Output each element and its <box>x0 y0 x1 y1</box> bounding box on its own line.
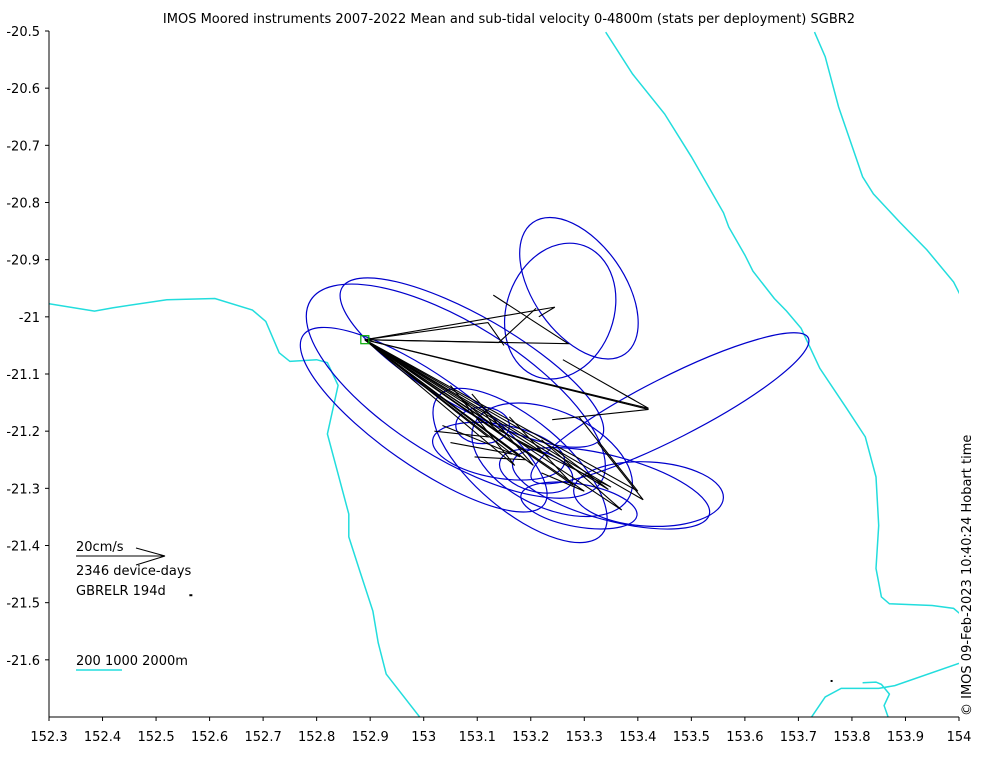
isobath-200m <box>49 297 421 717</box>
mooring-marker <box>360 335 370 345</box>
plot-area <box>49 31 959 717</box>
y-tick-label: -21.6 <box>6 654 40 669</box>
x-tick-label: 153 <box>411 730 436 745</box>
velocity-vector <box>364 339 612 488</box>
x-tick-label: 152.3 <box>30 730 67 745</box>
variance-ellipse <box>573 461 724 527</box>
velocity-vector <box>364 339 649 421</box>
x-tick-label: 152.5 <box>137 730 174 745</box>
x-tick-label: 152.4 <box>84 730 121 745</box>
isobath-1000m-b <box>810 662 959 717</box>
axes: 152.3 152.4 152.5 152.6 152.7 152.8 152.9 153 15… <box>6 25 971 745</box>
legend-isobaths-label: 200 1000 2000m <box>76 654 188 669</box>
x-tick-label: 153.5 <box>673 730 710 745</box>
isobath-1000m <box>605 31 959 614</box>
y-tick-label: -21.4 <box>6 540 40 555</box>
velocity-vector <box>364 339 516 466</box>
x-tick-label: 152.9 <box>352 730 389 745</box>
velocity-vector <box>364 339 649 409</box>
x-tick-label: 153.4 <box>619 730 656 745</box>
variance-ellipse <box>503 242 617 380</box>
y-tick-label: -21.1 <box>6 368 40 383</box>
x-tick-label: 153.8 <box>833 730 870 745</box>
velocity-vector <box>364 339 494 426</box>
side-label: © IMOS 09-Feb-2023 10:40:24 Hobart time <box>960 435 975 716</box>
legend-mooring: GBRELR 194d <box>76 584 166 599</box>
x-tick-label: 152.7 <box>245 730 282 745</box>
variance-ellipse <box>511 447 711 530</box>
y-tick-label: -20.7 <box>6 139 40 154</box>
y-tick-label: -21 <box>19 311 40 326</box>
legend-device-days: 2346 device-days <box>76 564 192 579</box>
legend-mooring-marker <box>189 594 193 597</box>
variance-ellipse <box>471 402 634 518</box>
variance-ellipse <box>530 332 810 485</box>
x-tick-label: 153.1 <box>459 730 496 745</box>
velocity-vector <box>364 339 550 458</box>
x-tick-label: 152.6 <box>191 730 228 745</box>
y-tick-label: -20.6 <box>6 82 40 97</box>
y-tick-label: -20.8 <box>6 197 40 212</box>
plot-layer <box>49 31 959 717</box>
legend: 20cm/s 2346 device-days GBRELR 194d 200 … <box>76 540 192 671</box>
velocity-vector <box>364 306 556 341</box>
y-tick-label: -21.3 <box>6 482 40 497</box>
x-tick-label: 153.6 <box>726 730 763 745</box>
x-tick-label: 153.2 <box>512 730 549 745</box>
velocity-vector <box>364 339 639 492</box>
velocity-vector <box>364 339 644 501</box>
velocity-vector <box>364 339 609 490</box>
small-mark <box>830 679 833 682</box>
x-tick-label: 153.7 <box>780 730 817 745</box>
x-tick-label: 153.3 <box>566 730 603 745</box>
isobath-2000m <box>813 31 959 295</box>
chart-title: IMOS Moored instruments 2007-2022 Mean a… <box>163 12 855 27</box>
velocity-vector <box>364 339 502 435</box>
y-tick-label: -21.2 <box>6 425 40 440</box>
velocity-vector <box>364 294 571 345</box>
y-tick-label: -20.9 <box>6 254 40 269</box>
variance-ellipse <box>299 326 548 513</box>
velocity-vector <box>364 321 505 346</box>
isobath-2000m-b <box>862 681 891 717</box>
y-tick-label: -20.5 <box>6 25 40 40</box>
x-tick-label: 154 <box>947 730 972 745</box>
legend-scale-label: 20cm/s <box>76 540 124 555</box>
velocity-vector <box>364 339 528 461</box>
legend-scale-arrow <box>76 547 166 566</box>
velocity-vector <box>364 339 513 455</box>
x-tick-label: 153.9 <box>887 730 924 745</box>
legend-arrow-head <box>135 555 166 566</box>
y-tick-label: -21.5 <box>6 597 40 612</box>
variance-ellipse <box>519 216 639 360</box>
x-tick-label: 152.8 <box>298 730 335 745</box>
